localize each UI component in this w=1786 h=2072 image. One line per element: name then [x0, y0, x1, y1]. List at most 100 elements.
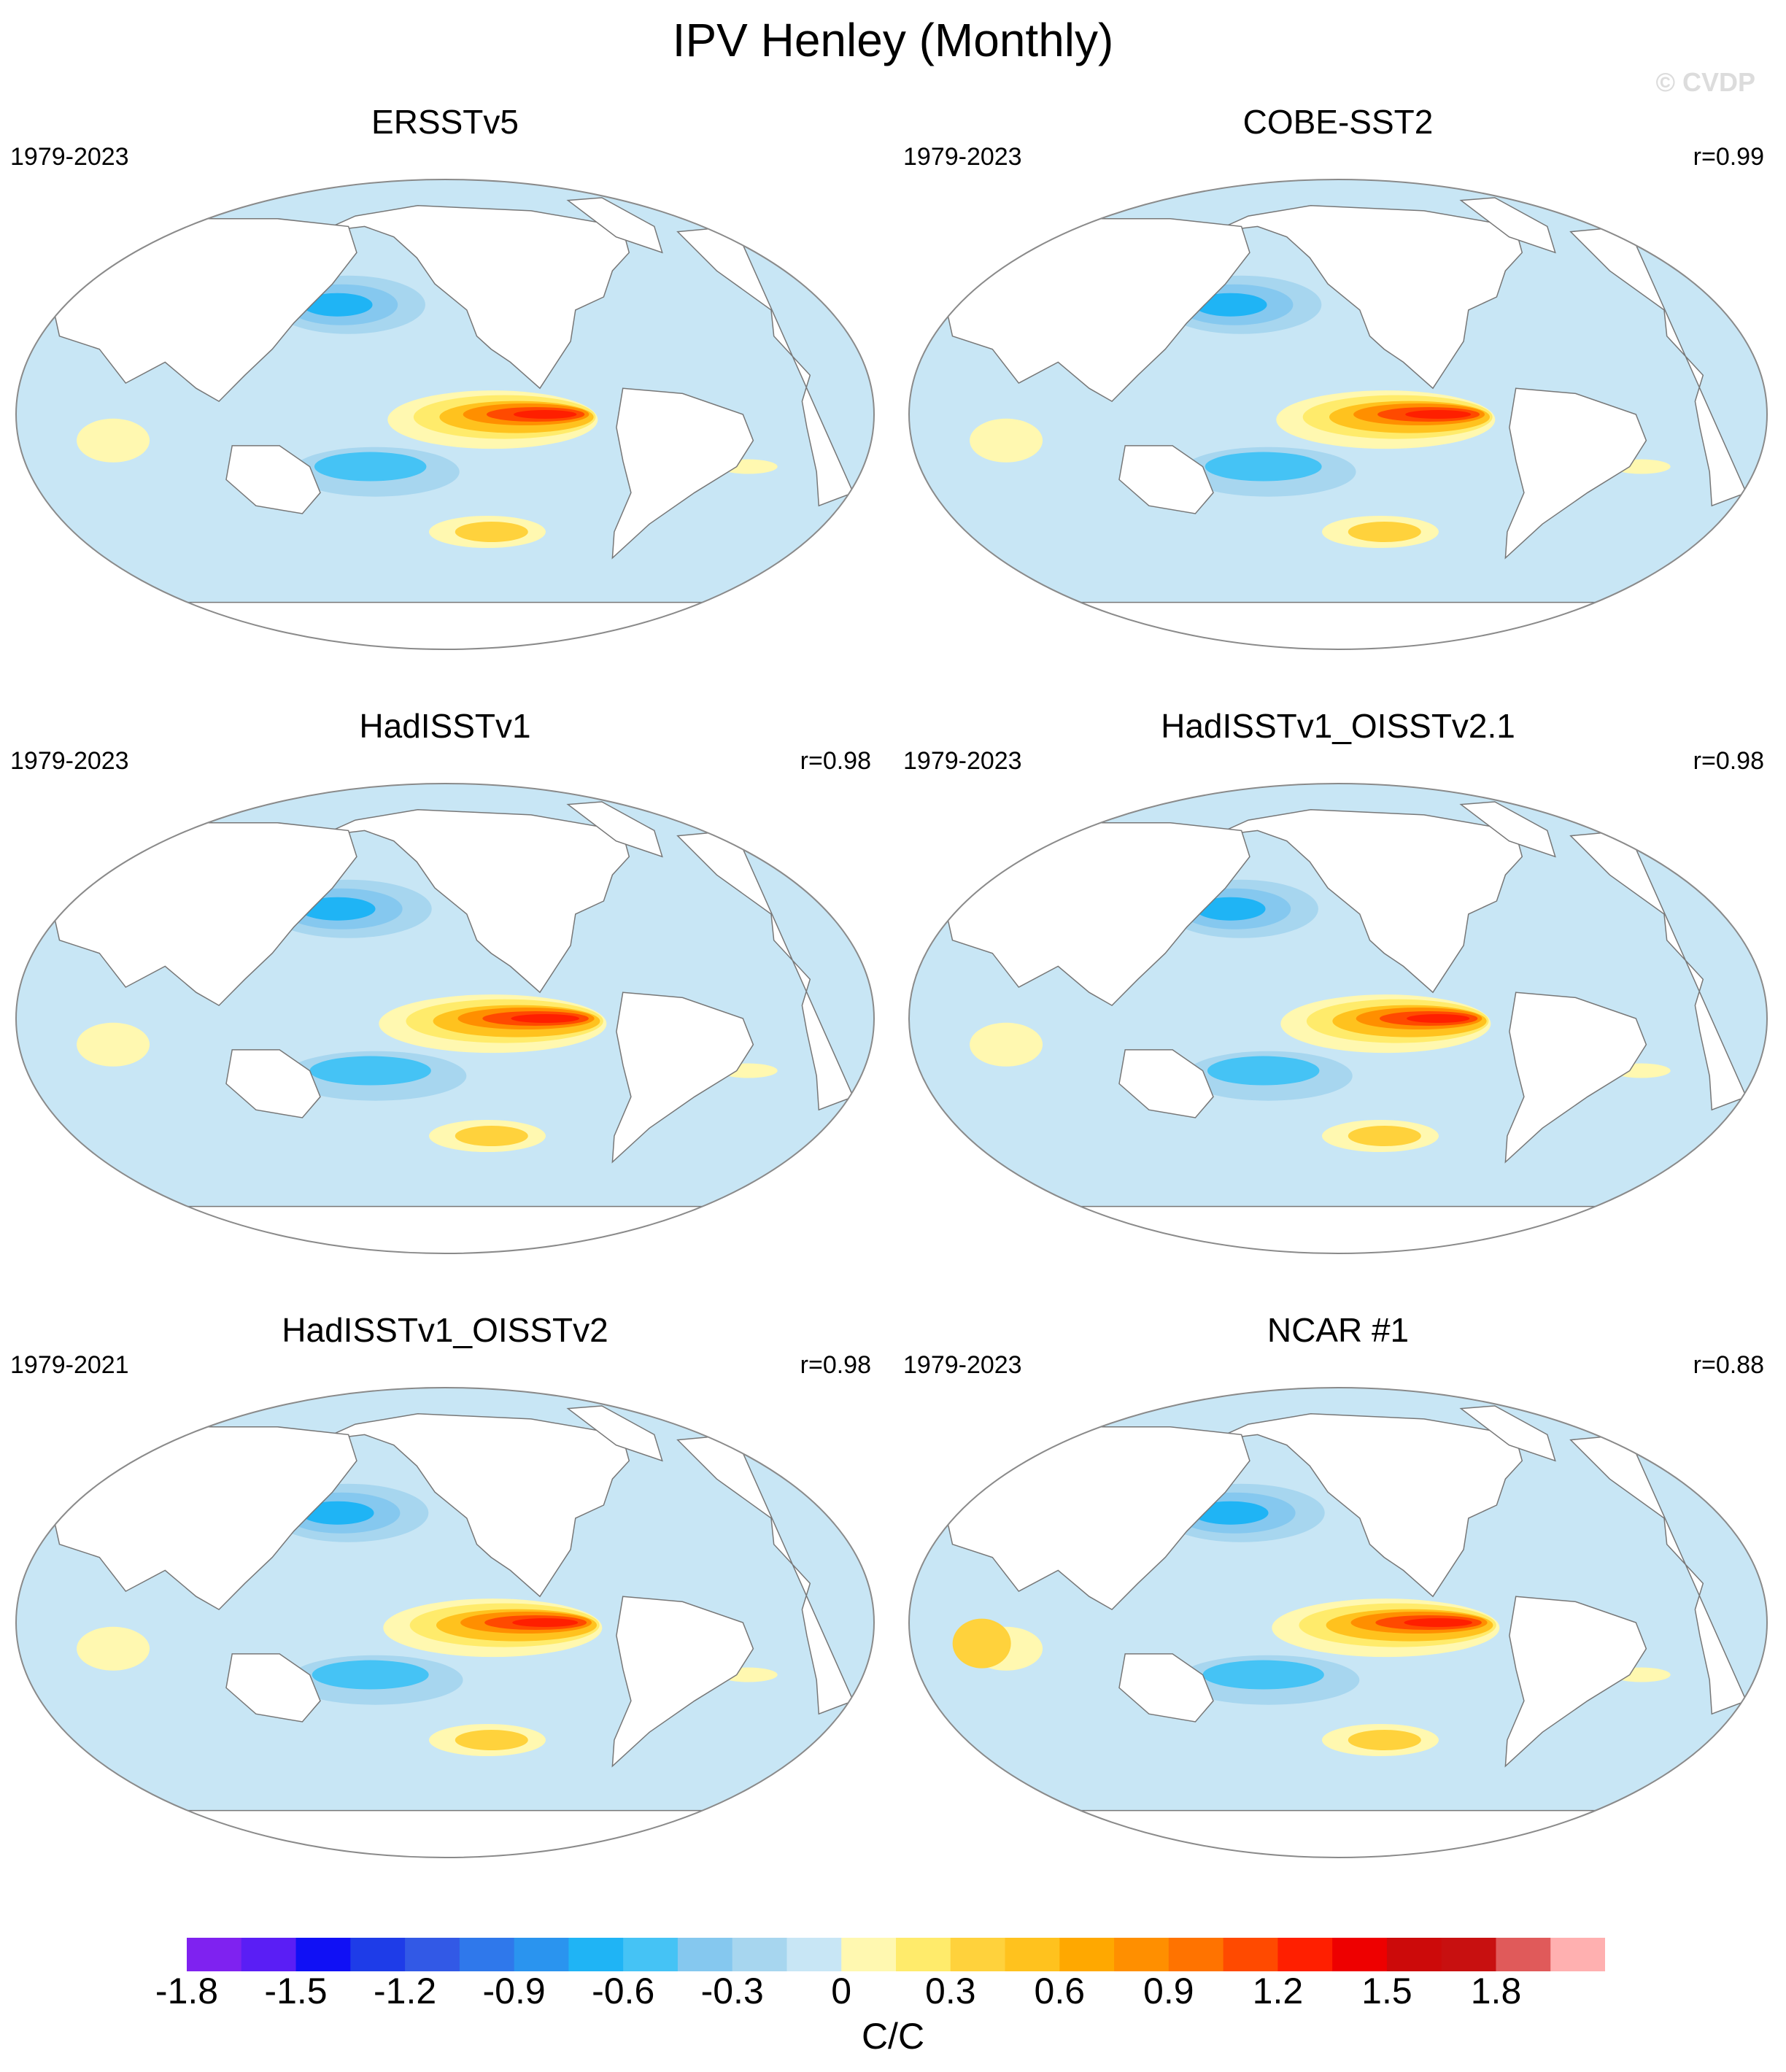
land-mass: [53, 217, 357, 403]
map-panel: HadISSTv1 1979-2023 r=0.98: [7, 706, 883, 1268]
colorbar-swatch: [459, 1938, 515, 1971]
sst-anomaly-contour: [1207, 1056, 1320, 1086]
land-mass: [1504, 387, 1647, 560]
land-mass: [225, 1049, 321, 1118]
colorbar-swatch: [1386, 1938, 1442, 1971]
colorbar: [187, 1938, 1605, 1971]
land-mass: [155, 1205, 735, 1253]
panel-period: 1979-2021: [10, 1351, 129, 1379]
land-mass: [1048, 601, 1628, 649]
sst-anomaly-contour: [512, 1618, 579, 1627]
colorbar-swatch: [241, 1938, 297, 1971]
sst-anomaly-contour: [511, 1014, 579, 1023]
sst-field: [909, 179, 1767, 649]
land-mass: [566, 1405, 663, 1462]
cvdp-watermark: © CVDP: [1655, 67, 1755, 97]
colorbar-units: C/C: [861, 2016, 925, 2057]
panel-period: 1979-2023: [903, 1351, 1022, 1379]
sst-field: [909, 1388, 1767, 1858]
sst-anomaly-contour: [301, 1501, 374, 1525]
colorbar-tick-label: 1.5: [1361, 1971, 1412, 2011]
panel-correlation: r=0.99: [1693, 143, 1764, 171]
land-mass: [946, 217, 1250, 403]
robinson-map: [908, 1387, 1768, 1858]
sst-anomaly-contour: [1205, 452, 1322, 482]
land-mass: [1504, 991, 1647, 1164]
colorbar-swatch: [1277, 1938, 1333, 1971]
land-mass: [1213, 809, 1523, 994]
panel-period: 1979-2023: [10, 747, 129, 775]
land-mass: [155, 601, 735, 649]
sst-field: [16, 784, 874, 1253]
land-mass: [1118, 445, 1214, 514]
land-mass: [1213, 205, 1523, 390]
land-mass: [676, 225, 854, 507]
sst-anomaly-contour: [1192, 1501, 1269, 1525]
map-border: [908, 1387, 1768, 1858]
land-mass: [320, 1413, 630, 1598]
land-mass: [1213, 1413, 1523, 1598]
panel-title: ERSSTv5: [371, 103, 519, 141]
sst-anomaly-contour: [312, 1660, 429, 1690]
land-mass: [53, 822, 357, 1007]
land-mass: [1569, 830, 1747, 1111]
colorbar-swatch: [514, 1938, 569, 1971]
sst-anomaly-contour: [455, 522, 528, 542]
map-border: [15, 179, 875, 650]
sst-anomaly-contour: [302, 293, 373, 317]
colorbar-swatch: [896, 1938, 951, 1971]
robinson-map: [15, 783, 875, 1254]
land-mass: [946, 822, 1250, 1007]
colorbar-swatch: [1059, 1938, 1115, 1971]
land-mass: [1118, 1049, 1214, 1118]
colorbar-swatch: [187, 1938, 242, 1971]
sst-field: [16, 179, 874, 649]
colorbar-tick-label: 0.3: [925, 1971, 976, 2011]
land-mass: [1504, 1596, 1647, 1768]
land-mass: [676, 830, 854, 1111]
land-mass: [225, 1653, 321, 1723]
land-mass: [611, 387, 754, 560]
land-mass: [53, 1426, 357, 1611]
robinson-map: [15, 1387, 875, 1858]
panel-title: NCAR #1: [1267, 1311, 1410, 1349]
land-mass: [611, 1596, 754, 1768]
sst-anomaly-contour: [1195, 897, 1266, 921]
land-mass: [155, 1809, 735, 1858]
colorbar-tick-label: -0.9: [482, 1971, 546, 2011]
colorbar-tick-label: -0.6: [592, 1971, 655, 2011]
sst-anomaly-contour: [1348, 522, 1421, 542]
sst-anomaly-contour: [1202, 1660, 1324, 1690]
colorbar-tick-label: -1.8: [155, 1971, 219, 2011]
land-mass: [1048, 1809, 1628, 1858]
colorbar-swatch: [295, 1938, 351, 1971]
land-mass: [946, 1426, 1250, 1611]
sst-anomaly-contour: [970, 1022, 1043, 1067]
land-mass: [1459, 197, 1556, 254]
sst-anomaly-contour: [1405, 410, 1472, 419]
colorbar-swatch: [405, 1938, 460, 1971]
sst-anomaly-contour: [455, 1126, 528, 1146]
panel-title: COBE-SST2: [1242, 103, 1434, 141]
land-mass: [320, 809, 630, 994]
sst-anomaly-contour: [309, 1056, 431, 1086]
colorbar-swatch: [1441, 1938, 1497, 1971]
colorbar-swatch: [677, 1938, 733, 1971]
colorbar-swatch: [1223, 1938, 1278, 1971]
sst-anomaly-contour: [1407, 1014, 1470, 1023]
land-mass: [1118, 1653, 1214, 1723]
sst-anomaly-contour: [514, 410, 577, 419]
colorbar-tick-label: 0: [831, 1971, 852, 2011]
colorbar-swatch: [350, 1938, 406, 1971]
figure-title: IPV Henley (Monthly): [672, 14, 1114, 66]
colorbar-tick-label: 1.2: [1252, 1971, 1304, 2011]
robinson-map: [15, 179, 875, 650]
sst-anomaly-contour: [1348, 1730, 1421, 1750]
colorbar-swatch: [950, 1938, 1006, 1971]
sst-anomaly-contour: [77, 418, 150, 463]
land-mass: [566, 197, 663, 254]
colorbar-swatch: [786, 1938, 842, 1971]
panel-period: 1979-2023: [903, 747, 1022, 775]
colorbar-swatch: [1114, 1938, 1170, 1971]
map-border: [908, 783, 1768, 1254]
